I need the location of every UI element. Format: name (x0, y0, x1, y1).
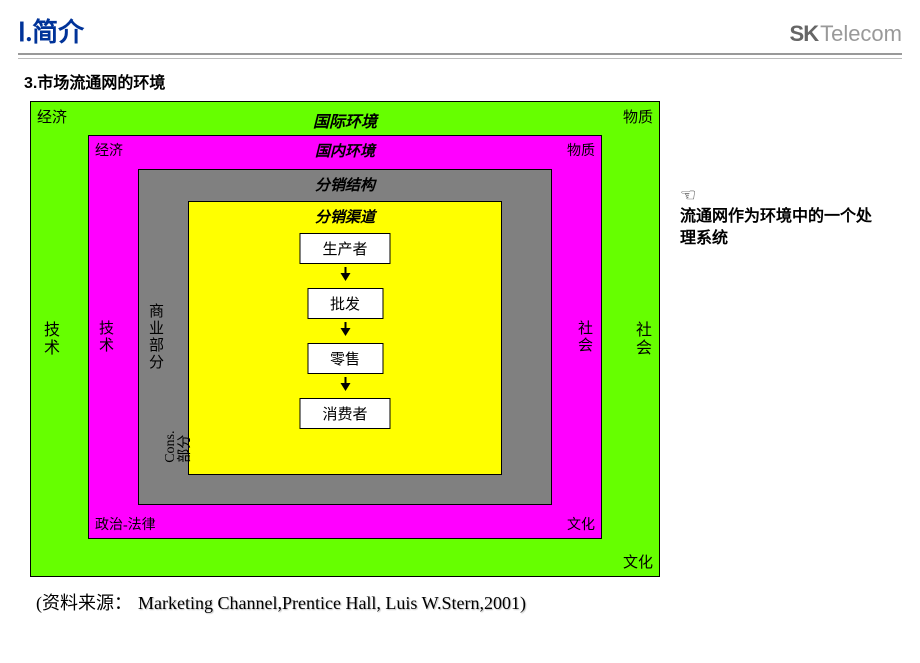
source-label: (资料来源： (36, 589, 132, 615)
side-label: 技术 (37, 321, 61, 357)
corner-label: 经济 (37, 106, 67, 127)
note-text: 流通网作为环境中的一个处理系统 (680, 206, 880, 251)
cons-line1: Cons. (163, 431, 178, 463)
side-note: ☜ 流通网作为环境中的一个处理系统 (680, 185, 880, 251)
source-row: (资料来源： Marketing Channel,Prentice Hall, … (36, 589, 902, 615)
ring-title-0: 国际环境 (313, 108, 377, 132)
ring-title-3: 分销渠道 (315, 206, 375, 227)
corner-label: 政治-法律 (95, 514, 156, 534)
side-label: 社会 (629, 321, 653, 357)
environment-diagram: 国际环境经济物质文化技术社会国内环境经济物质政治-法律文化技术社会分销结构商业部… (30, 101, 660, 577)
section-subtitle: 3.市场流通网的环境 (24, 69, 902, 93)
divider-thick (18, 53, 902, 55)
pointer-icon: ☜ (680, 185, 696, 205)
cons-line2: 部分 (179, 435, 194, 463)
logo-sk: SK (790, 21, 819, 46)
corner-label: 文化 (623, 551, 653, 572)
corner-label: 物质 (623, 106, 653, 127)
page-title: Ⅰ.简介 (18, 12, 84, 49)
ring-title-1: 国内环境 (315, 140, 375, 161)
flow-box-0: 生产者 (299, 233, 390, 264)
corner-label: 文化 (567, 514, 595, 534)
side-label: 商业部分 (145, 303, 166, 371)
content-row: 国际环境经济物质文化技术社会国内环境经济物质政治-法律文化技术社会分销结构商业部… (18, 101, 902, 577)
logo: SKTelecom (790, 21, 902, 47)
cons-label: Cons.部分 (163, 431, 194, 463)
ring-title-2: 分销结构 (315, 174, 375, 195)
divider-thin (18, 58, 902, 59)
arrow-down-icon (340, 328, 350, 336)
corner-label: 物质 (567, 140, 595, 160)
arrow-down-icon (340, 383, 350, 391)
flow-box-1: 批发 (307, 288, 383, 319)
side-label: 技术 (95, 320, 116, 354)
header-row: Ⅰ.简介 SKTelecom (18, 12, 902, 49)
source-text: Marketing Channel,Prentice Hall, Luis W.… (138, 593, 526, 614)
logo-telecom: Telecom (820, 21, 902, 46)
flow-column: 生产者批发零售消费者 (299, 233, 390, 429)
arrow-down-icon (340, 273, 350, 281)
slide: Ⅰ.简介 SKTelecom 3.市场流通网的环境 国际环境经济物质文化技术社会… (0, 0, 920, 663)
flow-box-3: 消费者 (299, 398, 390, 429)
corner-label: 经济 (95, 140, 123, 160)
flow-box-2: 零售 (307, 343, 383, 374)
side-label: 社会 (574, 320, 595, 354)
